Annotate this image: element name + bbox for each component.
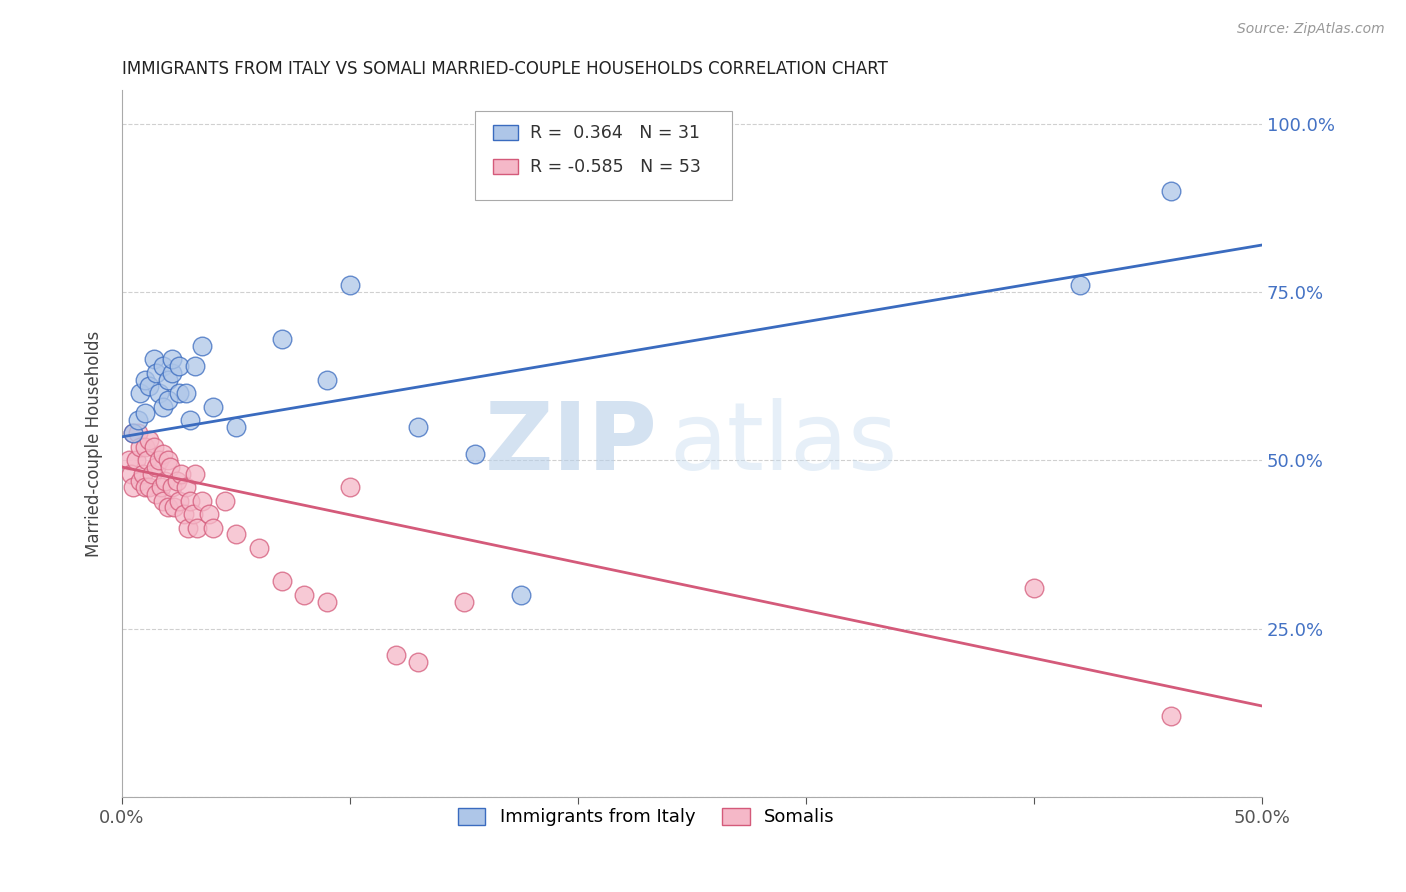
Point bbox=[160, 352, 183, 367]
Point bbox=[134, 406, 156, 420]
Point bbox=[145, 460, 167, 475]
Point bbox=[214, 493, 236, 508]
Text: R =  0.364   N = 31: R = 0.364 N = 31 bbox=[530, 124, 700, 142]
Point bbox=[163, 500, 186, 515]
Point bbox=[134, 440, 156, 454]
Point bbox=[145, 366, 167, 380]
Point bbox=[191, 493, 214, 508]
Point bbox=[167, 493, 190, 508]
Point bbox=[127, 426, 149, 441]
Point bbox=[186, 521, 208, 535]
Point bbox=[160, 480, 183, 494]
Text: IMMIGRANTS FROM ITALY VS SOMALI MARRIED-COUPLE HOUSEHOLDS CORRELATION CHART: IMMIGRANTS FROM ITALY VS SOMALI MARRIED-… bbox=[122, 60, 889, 78]
Point bbox=[129, 474, 152, 488]
Point bbox=[339, 278, 361, 293]
Point bbox=[155, 474, 177, 488]
Point bbox=[173, 507, 195, 521]
Point bbox=[384, 648, 406, 663]
FancyBboxPatch shape bbox=[492, 159, 517, 174]
Point bbox=[141, 467, 163, 481]
Point bbox=[247, 541, 270, 555]
Point bbox=[122, 426, 145, 441]
Point bbox=[143, 440, 166, 454]
Point bbox=[125, 453, 148, 467]
Point bbox=[202, 521, 225, 535]
Point bbox=[166, 474, 188, 488]
FancyBboxPatch shape bbox=[475, 112, 733, 200]
Point bbox=[270, 332, 292, 346]
Point bbox=[1160, 709, 1182, 723]
Legend: Immigrants from Italy, Somalis: Immigrants from Italy, Somalis bbox=[451, 800, 842, 834]
Point bbox=[152, 359, 174, 373]
Point bbox=[156, 453, 179, 467]
Text: ZIP: ZIP bbox=[485, 398, 658, 490]
Text: atlas: atlas bbox=[669, 398, 897, 490]
Point bbox=[152, 447, 174, 461]
Point bbox=[156, 500, 179, 515]
Point bbox=[408, 419, 430, 434]
Point bbox=[1160, 184, 1182, 198]
Point bbox=[134, 373, 156, 387]
Point bbox=[339, 480, 361, 494]
Point bbox=[143, 352, 166, 367]
Point bbox=[225, 419, 247, 434]
Point bbox=[174, 480, 197, 494]
Point bbox=[145, 487, 167, 501]
Point bbox=[191, 339, 214, 353]
Point bbox=[138, 433, 160, 447]
Point bbox=[160, 366, 183, 380]
Point bbox=[181, 507, 204, 521]
Text: R = -0.585   N = 53: R = -0.585 N = 53 bbox=[530, 158, 702, 176]
Point bbox=[316, 373, 339, 387]
Point bbox=[120, 467, 142, 481]
Point bbox=[122, 480, 145, 494]
Point bbox=[170, 467, 193, 481]
Point bbox=[225, 527, 247, 541]
Point bbox=[510, 588, 533, 602]
Point bbox=[179, 493, 201, 508]
Point bbox=[294, 588, 316, 602]
Point bbox=[453, 594, 475, 608]
Point bbox=[408, 655, 430, 669]
Point bbox=[270, 574, 292, 589]
Point bbox=[464, 447, 486, 461]
Point bbox=[197, 507, 219, 521]
Point bbox=[316, 594, 339, 608]
Point bbox=[148, 453, 170, 467]
Point bbox=[174, 386, 197, 401]
Point bbox=[167, 359, 190, 373]
Point bbox=[177, 521, 200, 535]
Point bbox=[129, 386, 152, 401]
Point bbox=[184, 359, 207, 373]
Point bbox=[156, 392, 179, 407]
Point bbox=[148, 386, 170, 401]
Point bbox=[138, 480, 160, 494]
FancyBboxPatch shape bbox=[492, 125, 517, 140]
Point bbox=[122, 426, 145, 441]
Point bbox=[138, 379, 160, 393]
Point bbox=[129, 440, 152, 454]
Point bbox=[167, 386, 190, 401]
Point bbox=[131, 467, 153, 481]
Point bbox=[156, 373, 179, 387]
Point bbox=[118, 453, 141, 467]
Point bbox=[159, 460, 181, 475]
Point bbox=[202, 400, 225, 414]
Text: Source: ZipAtlas.com: Source: ZipAtlas.com bbox=[1237, 22, 1385, 37]
Point bbox=[184, 467, 207, 481]
Y-axis label: Married-couple Households: Married-couple Households bbox=[86, 330, 103, 557]
Point bbox=[127, 413, 149, 427]
Point bbox=[152, 400, 174, 414]
Point bbox=[134, 480, 156, 494]
Point bbox=[179, 413, 201, 427]
Point bbox=[136, 453, 159, 467]
Point bbox=[1069, 278, 1091, 293]
Point bbox=[1022, 581, 1045, 595]
Point bbox=[152, 493, 174, 508]
Point bbox=[149, 480, 172, 494]
